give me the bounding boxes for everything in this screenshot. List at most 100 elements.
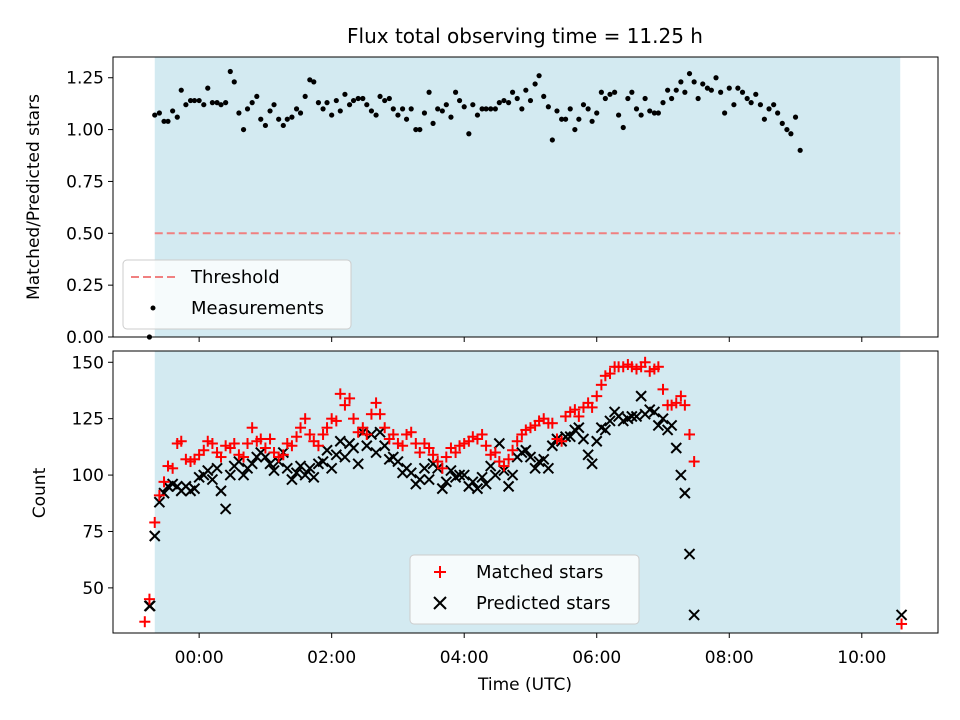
predicted-star-point [489,469,502,481]
measurement-point [642,95,648,102]
matched-star-point [228,437,240,449]
measurement-point [174,114,180,120]
predicted-star-point [290,467,303,479]
predicted-star-point [688,609,700,621]
y-tick-label: 100 [72,466,104,486]
measurement-point [638,112,644,118]
measurement-point [501,97,507,104]
measurement-point [452,89,459,95]
measurement-point [483,106,489,112]
measurement-point [346,102,353,108]
measurement-point [311,79,317,85]
y-tick-label: 1.00 [66,121,104,141]
measurement-point [541,93,547,100]
measurement-point [779,120,785,126]
predicted-star-point [485,460,497,472]
predicted-star-point [582,449,594,461]
measurement-point [496,100,502,106]
matched-star-point [546,417,558,429]
measurement-point [470,102,476,108]
measurement-point [333,97,339,104]
measurement-point [757,102,764,108]
matched-star-point [215,451,227,463]
predicted-star-point [405,467,417,479]
predicted-star-point [299,469,311,481]
measurement-point [178,87,184,93]
matched-star-point [679,399,691,411]
measurement-point [293,106,300,112]
matched-star-point [304,428,316,440]
predicted-star-point [520,444,532,456]
measurement-point [682,89,688,95]
predicted-star-point [281,462,293,475]
measurement-point [214,100,220,106]
counts-legend-box [409,554,640,625]
predicted-star-point [370,446,382,459]
predicted-star-point [529,462,541,475]
predicted-star-point [476,471,488,484]
y-tick-label: 50 [82,579,104,599]
measurement-point [704,85,710,91]
measurement-point [337,108,343,114]
matched-star-point [503,453,515,465]
measurement-point [713,75,719,81]
measurement-point [562,116,569,122]
measurement-point [461,104,467,110]
matched-star-point [652,361,664,373]
measurement-point [284,116,290,122]
measurement-point [744,95,750,102]
predicted-star-point [648,406,661,418]
measurement-point [620,124,626,131]
matched-star-point [361,428,373,440]
measurement-point [297,110,304,116]
measurement-point [527,97,534,104]
measurement-point [249,100,255,106]
measurement-point [797,147,803,153]
measurement-point [514,95,520,102]
x-tick-label: 00:00 [175,648,224,668]
matched-star-point [440,451,452,463]
measurement-points [146,68,803,340]
measurement-point [771,102,777,108]
predicted-star-point [652,419,665,432]
matched-star-point [604,368,616,380]
measurement-point [532,81,538,87]
matched-star-point [291,431,303,443]
legend-measurements-label: Measurements [191,298,324,319]
measurement-point [307,77,313,83]
measurement-point [267,108,273,114]
measurement-point [691,79,697,85]
measurement-point [625,95,631,102]
measurement-point [152,112,158,118]
matched-star-point [198,444,210,456]
matched-star-point [299,413,311,425]
y-tick-label: 75 [82,522,104,542]
measurement-point [559,116,565,122]
chart-title: Flux total observing time = 11.25 h [347,24,703,48]
matched-star-point [158,476,170,488]
predicted-star-point [374,426,386,438]
matched-star-point [489,447,501,459]
predicted-star-point [321,444,333,456]
measurement-point [196,97,202,104]
matched-star-point [295,422,307,434]
measurement-point [403,116,410,122]
matched-star-point [507,444,519,456]
measurement-point [576,116,582,122]
matched-star-point [379,422,391,434]
y-tick-label: 0.75 [66,172,104,192]
measurement-point [731,102,737,108]
predicted-star-point [308,471,320,484]
measurement-point [655,110,661,116]
measurement-point [413,126,419,133]
measurement-point [364,102,370,108]
predicted-star-point [506,469,519,481]
predicted-star-point [423,473,435,486]
predicted-star-point [392,455,404,468]
measurement-point [258,116,264,122]
measurement-point [254,93,260,100]
matched-star-point [688,456,700,468]
matched-star-point [684,428,696,440]
measurement-point [466,131,472,137]
